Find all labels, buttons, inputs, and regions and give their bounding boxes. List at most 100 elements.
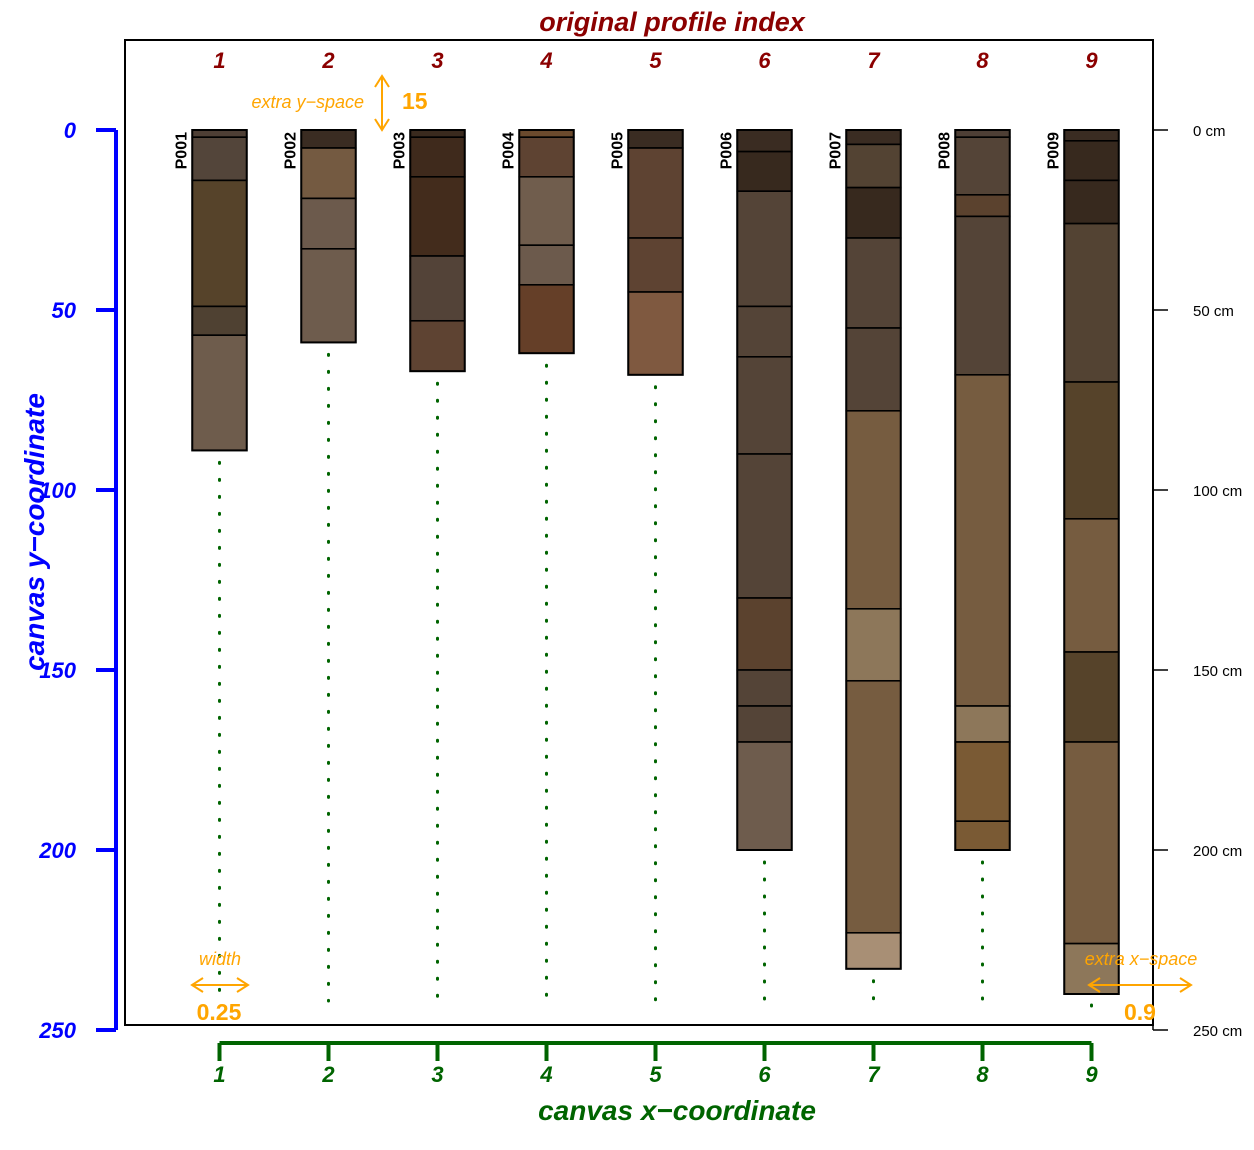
width-value: 0.25 (197, 999, 242, 1025)
horizon (191, 179, 248, 308)
y-axis: 0 50 100 150 200 250 (38, 118, 118, 1043)
horizon (954, 705, 1011, 743)
horizon (518, 244, 575, 286)
y-axis-title: canvas y−coordinate (19, 393, 50, 671)
horizon (845, 186, 902, 239)
profile-index-label: 2 (321, 48, 335, 73)
horizon (409, 129, 466, 138)
profile-P007: P007 (827, 129, 902, 970)
horizon (736, 741, 793, 851)
horizon (845, 129, 902, 146)
horizon (1063, 651, 1120, 743)
profile-outline (518, 129, 575, 355)
horizon (191, 305, 248, 336)
horizon (736, 305, 793, 358)
profile-id-label: P009 (1045, 132, 1062, 169)
extra-x-space-annotation: extra x−space 0.9 (1085, 949, 1198, 1025)
extra-x-space-label: extra x−space (1085, 949, 1198, 969)
depth-axis: 0 cm 50 cm 100 cm 150 cm 200 cm 250 cm (1152, 123, 1242, 1040)
horizon (191, 129, 248, 138)
extra-x-space-value: 0.9 (1124, 999, 1156, 1025)
horizon (954, 373, 1011, 707)
depth-tick-label: 0 cm (1193, 123, 1226, 140)
depth-tick-label: 200 cm (1193, 843, 1242, 860)
horizon (518, 129, 575, 138)
depth-tick-label: 100 cm (1193, 483, 1242, 500)
profile-outline (300, 129, 357, 344)
profile-index-label: 9 (1085, 48, 1098, 73)
y-tick-label: 100 (39, 478, 76, 503)
x-axis: 1 2 3 4 5 6 7 8 9 (213, 1041, 1098, 1087)
horizon (845, 931, 902, 970)
horizon (1063, 129, 1120, 142)
profile-index-label: 8 (976, 48, 989, 73)
horizon (736, 355, 793, 455)
horizon (627, 291, 684, 376)
horizon (954, 194, 1011, 218)
profile-P002: P002 (282, 129, 357, 344)
horizon (954, 129, 1011, 138)
horizon (1063, 517, 1120, 653)
profile-P009: P009 (1045, 129, 1120, 995)
y-tick-label: 250 (38, 1018, 76, 1043)
y-tick-label: 50 (52, 298, 77, 323)
depth-tick-label: 50 cm (1193, 303, 1234, 320)
x-tick-label: 3 (431, 1062, 443, 1087)
horizon (627, 147, 684, 239)
profile-id-label: P007 (827, 132, 844, 169)
chart-title: original profile index (539, 7, 806, 37)
horizon (954, 820, 1011, 851)
profile-id-label: P002 (282, 132, 299, 169)
x-tick-label: 1 (213, 1062, 225, 1087)
horizon (518, 283, 575, 354)
horizon (300, 248, 357, 344)
horizon (736, 129, 793, 153)
horizon (627, 129, 684, 149)
guide-lines (218, 352, 1093, 1008)
horizon (300, 147, 357, 200)
horizon (409, 176, 466, 257)
width-arrow (190, 977, 250, 993)
horizon (409, 255, 466, 322)
profile-outline (736, 129, 793, 851)
x-tick-label: 7 (867, 1062, 881, 1087)
horizon (1063, 381, 1120, 520)
depth-tick-label: 150 cm (1193, 663, 1242, 680)
profile-outline (191, 129, 248, 452)
horizon (191, 136, 248, 182)
horizon (954, 741, 1011, 822)
profile-index-label: 1 (213, 48, 225, 73)
profile-id-label: P001 (173, 132, 190, 169)
horizon (518, 136, 575, 178)
x-tick-label: 6 (758, 1062, 771, 1087)
profile-outline (627, 129, 684, 376)
horizon (845, 327, 902, 412)
profile-id-label: P006 (718, 132, 735, 169)
profile-P003: P003 (391, 129, 466, 373)
extra-y-space-value: 15 (402, 88, 428, 114)
horizon (736, 453, 793, 599)
horizon (954, 136, 1011, 196)
horizon (300, 129, 357, 149)
profile-outline (954, 129, 1011, 851)
x-tick-label: 5 (649, 1062, 662, 1087)
depth-tick-label: 250 cm (1193, 1023, 1242, 1040)
width-label: width (199, 949, 241, 969)
profile-P008: P008 (936, 129, 1011, 851)
horizon (300, 197, 357, 250)
horizon (627, 237, 684, 293)
horizon (518, 176, 575, 247)
horizon (1063, 140, 1120, 182)
horizon (409, 136, 466, 178)
horizon (736, 150, 793, 193)
horizon (845, 679, 902, 934)
profile-P006: P006 (718, 129, 793, 851)
horizon (736, 705, 793, 743)
profile-index-label: 5 (649, 48, 662, 73)
profile-index-label: 6 (758, 48, 771, 73)
profile-id-label: P005 (609, 132, 626, 169)
y-tick-label: 150 (39, 658, 76, 683)
horizon (736, 190, 793, 308)
profile-index-label: 7 (867, 48, 881, 73)
